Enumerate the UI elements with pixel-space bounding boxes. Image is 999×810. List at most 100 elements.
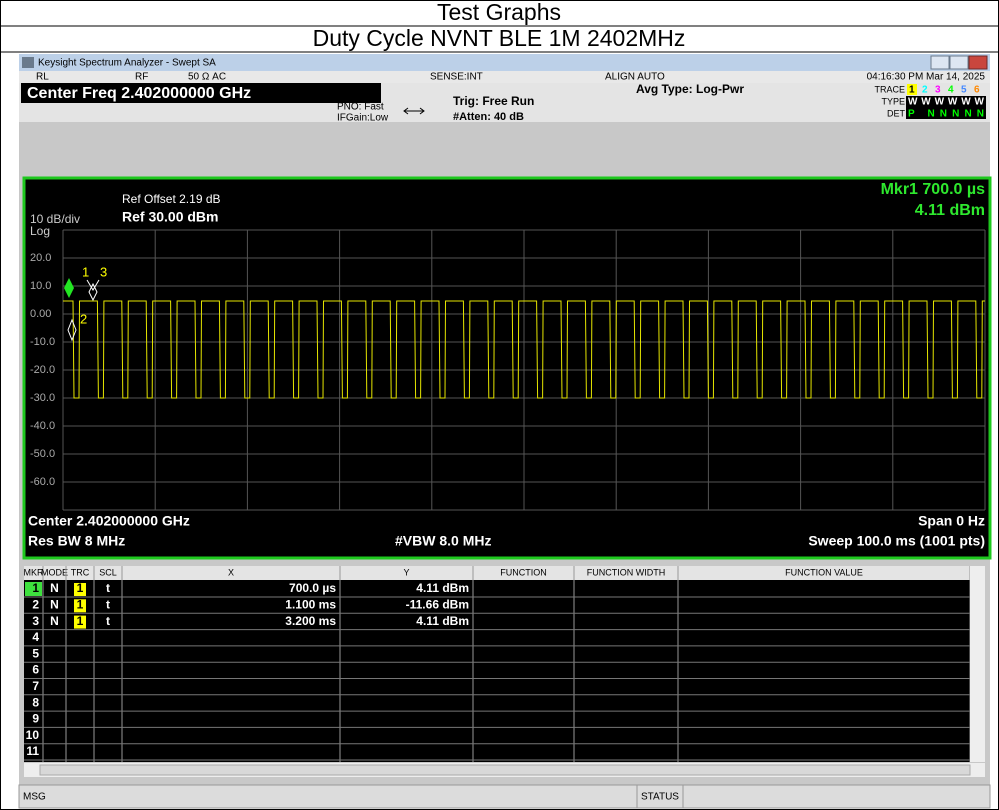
cell: 700.0 µs xyxy=(289,581,336,595)
trace-number: 5 xyxy=(961,85,967,96)
cell: 1 xyxy=(32,581,39,595)
trace-label: TRACE xyxy=(874,84,905,94)
y-axis-label: -40.0 xyxy=(30,420,55,432)
datetime: 04:16:30 PM Mar 14, 2025 xyxy=(867,72,986,83)
scroll-thumb[interactable] xyxy=(39,764,971,776)
type-label: TYPE xyxy=(881,96,905,106)
marker-label: 1 xyxy=(82,264,89,279)
ref-level-status: RL xyxy=(36,72,49,83)
sense-status: SENSE:INT xyxy=(430,72,483,83)
close-button[interactable] xyxy=(968,55,988,70)
cell: 11 xyxy=(26,744,39,758)
cell: t xyxy=(106,597,110,611)
cell: t xyxy=(106,581,110,595)
y-axis-label: 0.00 xyxy=(30,308,51,320)
vbw: #VBW 8.0 MHz xyxy=(395,533,491,549)
status: STATUS xyxy=(641,792,679,803)
cell: 7 xyxy=(32,679,39,693)
table-header xyxy=(24,566,985,580)
cell: 5 xyxy=(32,646,39,660)
cell: 10 xyxy=(26,728,40,742)
minimize-button[interactable] xyxy=(930,55,950,70)
cell: 3 xyxy=(32,614,39,628)
y-axis-label: -60.0 xyxy=(30,476,55,488)
marker-readout-y: 4.11 dBm xyxy=(915,202,985,219)
scale-type: Log xyxy=(30,224,50,238)
trace-type-box xyxy=(906,96,986,119)
span: Span 0 Hz xyxy=(918,513,985,529)
trace-cell xyxy=(74,599,86,613)
det-label: DET xyxy=(887,108,906,118)
column-header: TRC xyxy=(71,567,90,577)
trace-cell xyxy=(74,615,86,629)
column-header: MODE xyxy=(41,567,68,577)
input-status: RF xyxy=(135,72,148,83)
ifgain: IFGain:Low xyxy=(337,113,389,124)
y-axis-label: -30.0 xyxy=(30,392,55,404)
status-line xyxy=(19,71,990,83)
pno: PNO: Fast xyxy=(337,102,384,113)
y-axis-label: 20.0 xyxy=(30,252,51,264)
trace-number: 4 xyxy=(948,85,954,96)
column-header: Y xyxy=(403,567,409,577)
res-bw: Res BW 8 MHz xyxy=(28,533,125,549)
column-header: FUNCTION xyxy=(500,567,547,577)
align-status: ALIGN AUTO xyxy=(605,72,665,83)
cell: 1 xyxy=(77,597,84,611)
column-header: MKR xyxy=(24,567,45,577)
scale: 10 dB/div xyxy=(30,212,80,226)
cell: 1 xyxy=(77,581,84,595)
window-title: Keysight Spectrum Analyzer - Swept SA xyxy=(38,58,216,69)
trace-highlight xyxy=(907,84,917,95)
trace-number: 3 xyxy=(935,85,941,96)
y-axis-label: -50.0 xyxy=(30,448,55,460)
y-axis-label: 10.0 xyxy=(30,280,51,292)
vertical-scrollbar[interactable] xyxy=(970,566,985,762)
marker-2 xyxy=(67,318,77,342)
trace-number: 2 xyxy=(922,85,928,96)
trace-cell xyxy=(74,583,86,596)
subtitle: Duty Cycle NVNT BLE 1M 2402MHz xyxy=(313,25,686,51)
cell: 1.100 ms xyxy=(285,597,336,611)
y-axis-label: -20.0 xyxy=(30,364,55,376)
column-header: FUNCTION WIDTH xyxy=(587,567,666,577)
grid: 20.0 10.0 0.00 -10.0 -20.0 -30.0 -40.0 -50.0 -60… xyxy=(30,229,986,511)
msg: MSG xyxy=(23,792,46,803)
marker-3 xyxy=(86,279,100,302)
cell: t xyxy=(106,614,110,628)
marker-readout-x: Mkr1 700.0 µs xyxy=(881,181,986,198)
status-bar xyxy=(18,784,991,809)
selected-marker xyxy=(25,582,42,596)
column-header: SCL xyxy=(99,567,117,577)
cell: 4.11 dBm xyxy=(416,581,469,595)
cell: N xyxy=(50,581,59,595)
avg-type: Avg Type: Log-Pwr xyxy=(636,82,744,96)
atten: #Atten: 40 dB xyxy=(453,111,524,123)
center-freq-box xyxy=(21,83,381,103)
impedance-status: 50 Ω AC xyxy=(188,72,226,83)
title-bar xyxy=(19,54,990,71)
cell: 4 xyxy=(32,630,39,644)
app-icon xyxy=(22,57,34,68)
trig: Trig: Free Run xyxy=(453,94,534,108)
cell: 6 xyxy=(32,663,39,677)
trace xyxy=(63,300,985,399)
graph-frame xyxy=(22,176,992,560)
column-header: X xyxy=(228,567,234,577)
marker-1 xyxy=(64,278,74,298)
cell: -11.66 dBm xyxy=(406,597,469,611)
sweep: Sweep 100.0 ms (1001 pts) xyxy=(808,533,985,549)
restore-button[interactable] xyxy=(949,55,969,70)
ref-offset: Ref Offset 2.19 dB xyxy=(122,192,221,206)
cell: 8 xyxy=(32,695,39,709)
cell: 2 xyxy=(32,597,39,611)
y-axis-label: -10.0 xyxy=(30,336,55,348)
cell: 1 xyxy=(77,614,84,628)
title: Test Graphs xyxy=(437,0,561,25)
cell: N xyxy=(50,597,59,611)
cell: 4.11 dBm xyxy=(416,614,469,628)
marker-label: 2 xyxy=(80,311,87,326)
ref-level: Ref 30.00 dBm xyxy=(122,209,218,225)
